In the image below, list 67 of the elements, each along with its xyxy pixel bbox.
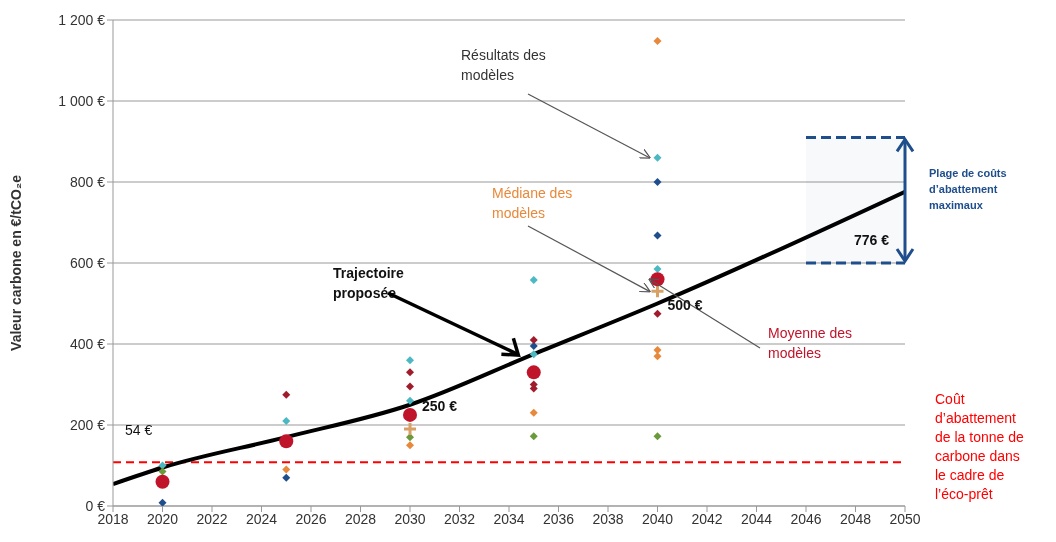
point [158, 461, 167, 470]
point [279, 434, 294, 449]
point [653, 178, 662, 186]
annotation: Moyenne des modèles [768, 325, 853, 361]
point [155, 474, 170, 489]
point [158, 467, 167, 476]
x-tick-label: 2032 [443, 510, 476, 527]
x-tick-label: 2020 [146, 510, 179, 527]
point [653, 352, 662, 361]
band-label: Plage de coûts d’abattement maximaux [929, 167, 1007, 212]
x-tick-label: 2042 [691, 510, 723, 527]
point [406, 356, 414, 365]
annotation: Trajectoire proposée [333, 265, 405, 301]
point [402, 421, 418, 437]
annotation: 54 € [125, 422, 153, 438]
x-tick-label: 2034 [493, 510, 525, 527]
point [406, 396, 414, 405]
point [406, 382, 414, 391]
y-tick-label: 800 € [69, 173, 106, 190]
y-axis-title: Valeur carbone en €/tCO₂e [7, 174, 24, 351]
annotation: Résultats des modèles [461, 47, 546, 83]
x-tick-label: 2028 [344, 510, 377, 527]
point [282, 473, 291, 482]
point [529, 276, 538, 285]
point [158, 498, 167, 506]
x-tick-label: 2022 [196, 510, 228, 527]
point [282, 465, 291, 474]
x-tick-label: 2046 [790, 510, 822, 527]
point [653, 432, 662, 441]
x-tick-label: 2038 [592, 510, 624, 527]
point [526, 365, 541, 380]
x-tick-label: 2044 [740, 510, 773, 527]
point [406, 441, 414, 450]
point [282, 416, 291, 425]
line-series [113, 189, 905, 487]
annotation: 500 € [667, 296, 703, 313]
x-tick-label: 2030 [394, 510, 426, 527]
point [403, 407, 417, 422]
point [653, 231, 662, 240]
annotation: 250 € [422, 397, 458, 414]
point [529, 432, 538, 441]
y-tick-label: 400 € [69, 335, 106, 352]
y-tick-label: 1 200 € [58, 11, 106, 28]
point [653, 153, 662, 162]
ref-line-label: Coût d’abattement de la tonne de carbone dans le cadre de l’éco-prêt [935, 391, 1024, 503]
x-tick-label: 2040 [641, 510, 674, 527]
point [653, 265, 662, 274]
y-tick-label: 600 € [69, 254, 106, 271]
x-tick-label: 2050 [889, 510, 921, 527]
point [529, 350, 538, 359]
point [529, 408, 538, 417]
x-tick-label: 2024 [245, 510, 278, 527]
point [653, 37, 662, 46]
point [653, 309, 662, 318]
point [406, 433, 414, 442]
y-tick-label: 200 € [69, 416, 106, 433]
point [653, 346, 662, 355]
annotation: Médiane des modèles [492, 185, 573, 221]
point [406, 368, 414, 377]
x-tick-label: 2036 [542, 510, 575, 527]
point [529, 335, 538, 344]
x-tick-label: 2048 [839, 510, 872, 527]
x-tick-label: 2026 [295, 510, 327, 527]
annotation: 776 € [854, 232, 890, 248]
point [529, 342, 538, 351]
point [282, 390, 291, 399]
y-tick-label: 1 000 € [58, 92, 106, 109]
